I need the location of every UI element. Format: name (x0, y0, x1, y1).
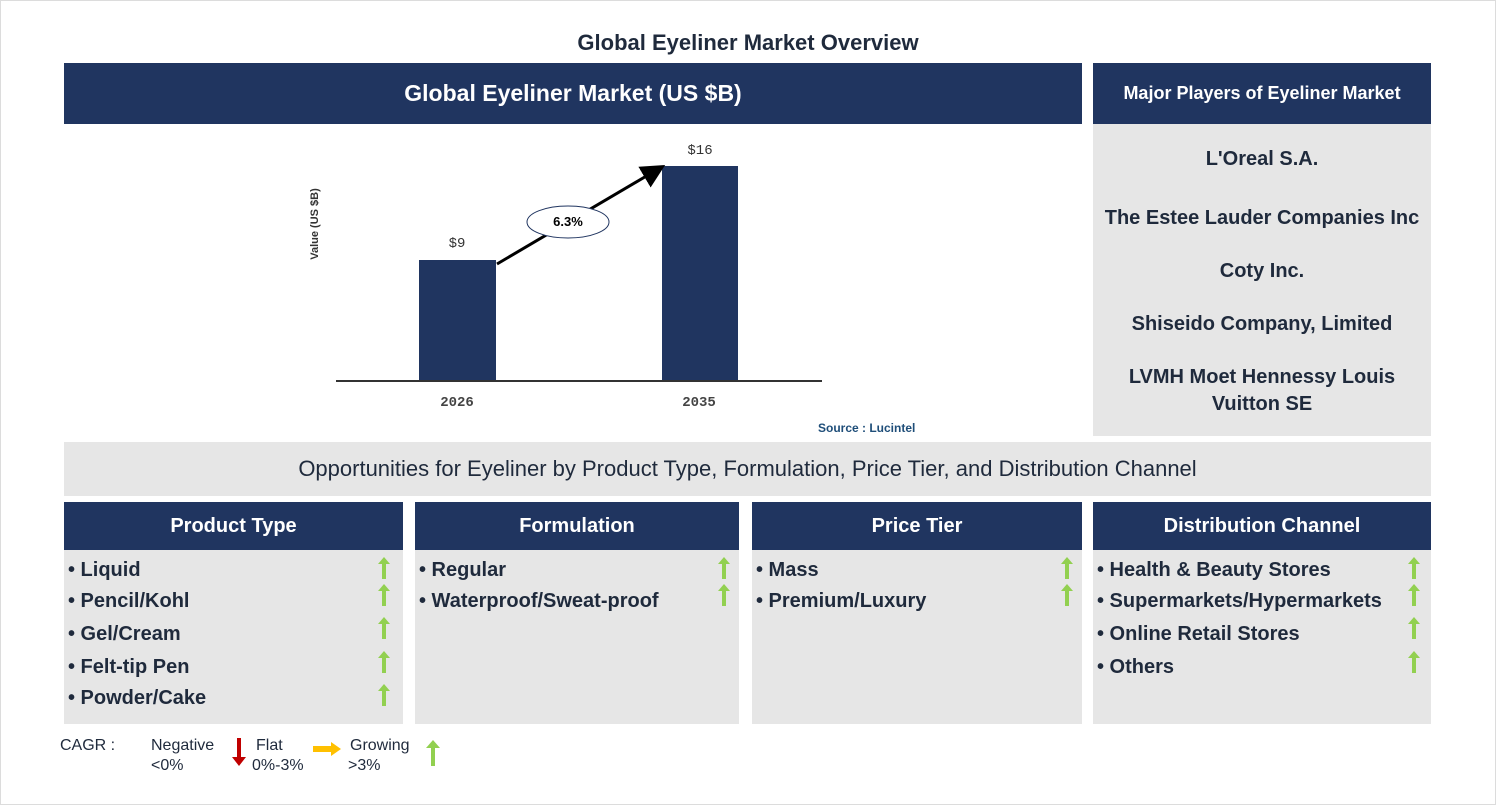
growing-arrow-icon (1408, 617, 1420, 639)
legend-growing-range: >3% (348, 757, 381, 774)
bar-value-label: $16 (687, 143, 713, 159)
growing-arrow-icon (378, 584, 390, 606)
bar-value-label: $9 (448, 236, 466, 252)
category-list-distribution-channel: • Health & Beauty Stores • Supermarkets/… (1093, 550, 1431, 724)
growing-arrow-icon (718, 584, 730, 606)
player-item: Vuitton SE (1211, 393, 1313, 415)
player-item: Coty Inc. (1219, 260, 1305, 282)
category-item: • Pencil/Kohl (68, 590, 190, 612)
growing-arrow-icon (1061, 584, 1073, 606)
category-item: • Health & Beauty Stores (1097, 559, 1331, 581)
category-item: • Waterproof/Sweat-proof (419, 590, 659, 612)
growing-arrow-icon (378, 651, 390, 673)
growing-arrow-icon (1408, 584, 1420, 606)
category-list-product-type: • Liquid • Pencil/Kohl • Gel/Cream • Fel… (64, 550, 403, 724)
category-item: • Powder/Cake (68, 687, 207, 709)
bar-2026 (419, 260, 496, 381)
cagr-annotation: 6.3% (553, 214, 583, 229)
right-arrow-icon (313, 742, 341, 756)
down-arrow-icon (232, 738, 246, 766)
legend-flat-name: Flat (256, 737, 283, 754)
category-item: • Liquid (68, 559, 141, 581)
chart-header: Global Eyeliner Market (US $B) (64, 63, 1082, 124)
category-item: • Others (1097, 656, 1175, 678)
opportunities-banner: Opportunities for Eyeliner by Product Ty… (64, 442, 1431, 496)
category-item: • Premium/Luxury (756, 590, 927, 612)
legend-negative-name: Negative (151, 737, 215, 754)
player-item: L'Oreal S.A. (1205, 148, 1319, 170)
category-header-formulation: Formulation (415, 502, 739, 550)
category-list-formulation: • Regular • Waterproof/Sweat-proof (415, 550, 739, 724)
growing-arrow-icon (378, 684, 390, 706)
player-item: The Estee Lauder Companies Inc (1104, 207, 1420, 229)
player-item: LVMH Moet Hennessy Louis (1128, 366, 1396, 388)
players-list: L'Oreal S.A. The Estee Lauder Companies … (1093, 124, 1431, 436)
growing-arrow-icon (378, 557, 390, 579)
category-item: • Gel/Cream (68, 623, 181, 645)
category-item: • Felt-tip Pen (68, 656, 190, 678)
player-item: Shiseido Company, Limited (1131, 313, 1393, 335)
legend-growing-name: Growing (350, 737, 410, 754)
x-tick-label: 2035 (682, 395, 716, 411)
category-header-price-tier: Price Tier (752, 502, 1082, 550)
bar-2035 (662, 166, 738, 381)
source-label: Source : Lucintel (818, 421, 916, 435)
growing-arrow-icon (1408, 557, 1420, 579)
up-arrow-icon (426, 740, 440, 766)
x-tick-label: 2026 (440, 395, 474, 411)
category-list-price-tier: • Mass • Premium/Luxury (752, 550, 1082, 724)
players-header: Major Players of Eyeliner Market (1093, 63, 1431, 124)
legend-label: CAGR : (60, 737, 116, 754)
growing-arrow-icon (378, 617, 390, 639)
category-item: • Mass (756, 559, 819, 581)
category-item: • Online Retail Stores (1097, 623, 1300, 645)
page-title: Global Eyeliner Market Overview (577, 30, 919, 55)
x-axis-line (336, 380, 822, 382)
category-item: • Supermarkets/Hypermarkets (1097, 590, 1382, 612)
growing-arrow-icon (1061, 557, 1073, 579)
legend-flat-range: 0%-3% (252, 757, 304, 774)
category-header-product-type: Product Type (64, 502, 403, 550)
category-item: • Regular (419, 559, 507, 581)
category-header-distribution-channel: Distribution Channel (1093, 502, 1431, 550)
legend-negative-range: <0% (151, 757, 184, 774)
growing-arrow-icon (1408, 651, 1420, 673)
growing-arrow-icon (718, 557, 730, 579)
